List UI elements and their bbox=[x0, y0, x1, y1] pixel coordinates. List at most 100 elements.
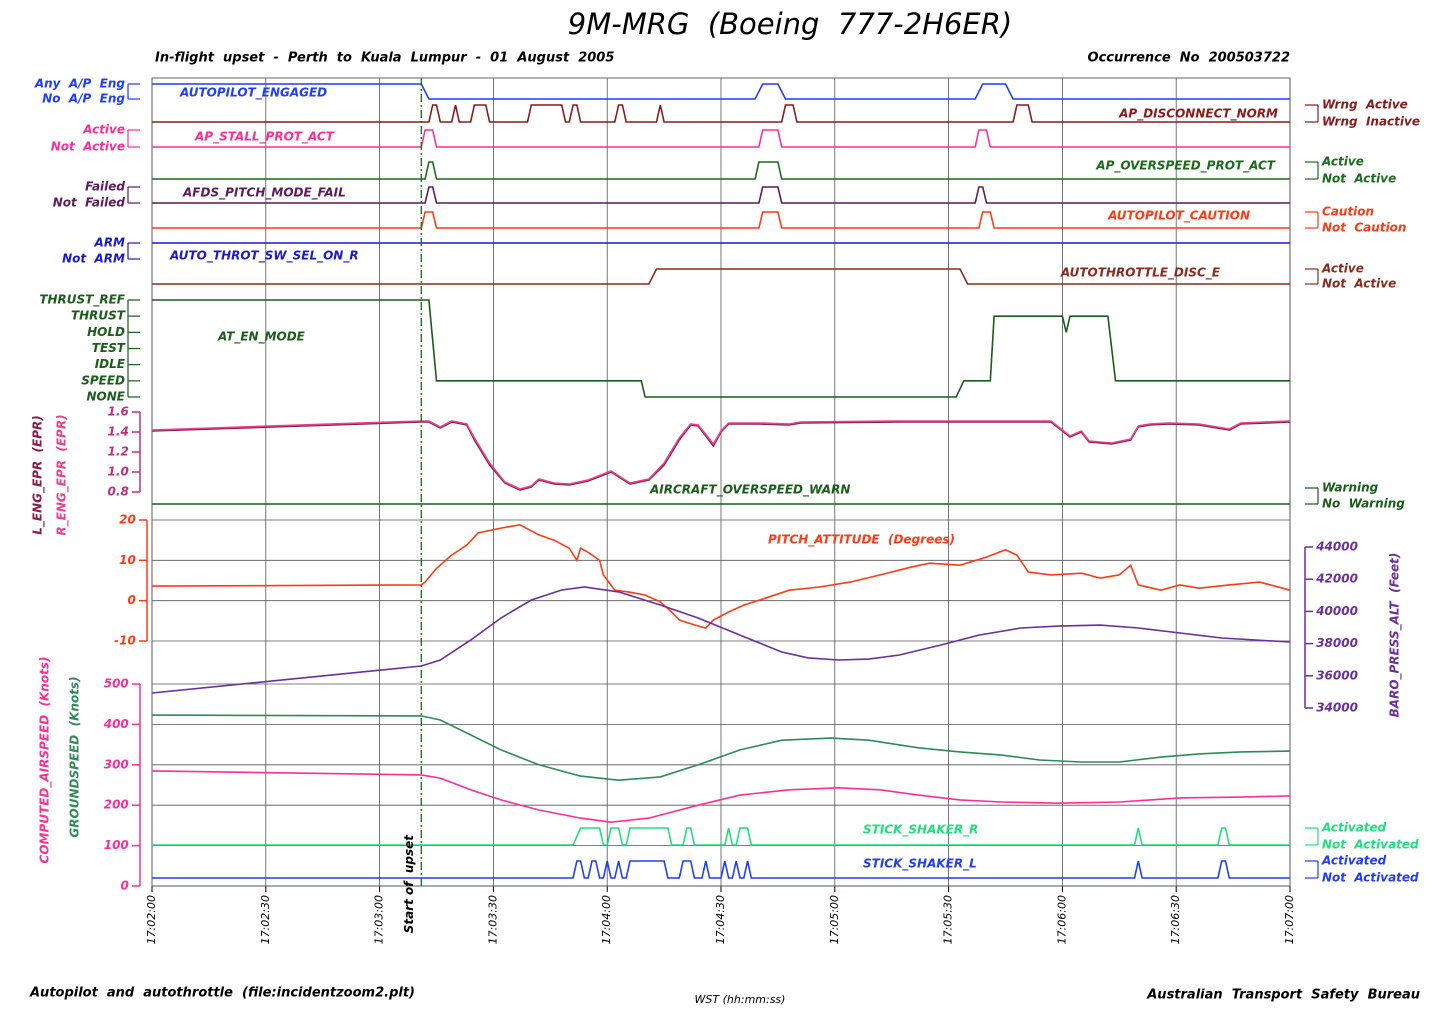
step-line bbox=[152, 161, 1290, 180]
state-label: Active bbox=[1321, 155, 1364, 169]
state-label: Not Failed bbox=[53, 196, 126, 210]
state-label: Not Active bbox=[51, 140, 125, 154]
x-tick-label: 17:07:00 bbox=[1283, 895, 1296, 944]
y-tick-label: 0 bbox=[120, 879, 128, 893]
series-label: GROUNDSPEED (Knots) bbox=[68, 676, 82, 837]
step-line bbox=[152, 129, 1290, 148]
step-line bbox=[152, 83, 1290, 100]
state-label: Activated bbox=[1321, 821, 1387, 835]
series-label: PITCH_ATTITUDE (Degrees) bbox=[768, 533, 955, 548]
series-label: L_ENG_EPR (EPR) bbox=[31, 415, 46, 535]
step-line bbox=[152, 268, 1290, 285]
state-label: SPEED bbox=[81, 373, 125, 387]
chart-title: 9M-MRG (Boeing 777-2H6ER) bbox=[568, 7, 1012, 41]
series-label: COMPUTED_AIRSPEED (Knots) bbox=[38, 657, 53, 864]
state-label: IDLE bbox=[95, 357, 126, 371]
y-tick-label: 1.6 bbox=[108, 405, 129, 419]
state-label: No A/P Eng bbox=[42, 92, 125, 106]
state-label: THRUST_REF bbox=[39, 293, 125, 308]
state-label: Not Activated bbox=[1322, 838, 1419, 852]
annotation-text: Start of upset bbox=[402, 834, 416, 934]
trace-label: STICK_SHAKER_L bbox=[863, 857, 977, 872]
x-tick-label: 17:05:00 bbox=[828, 895, 841, 944]
x-tick-label: 17:05:30 bbox=[942, 895, 955, 944]
state-label: Not Caution bbox=[1322, 221, 1406, 235]
y-tick-label: 300 bbox=[104, 757, 129, 771]
state-label: TEST bbox=[92, 341, 126, 355]
state-label: Wrng Active bbox=[1322, 98, 1408, 112]
trace-label: AUTOPILOT_ENGAGED bbox=[179, 86, 327, 101]
series-line bbox=[151, 523, 1291, 630]
series-label: R_ENG_EPR (EPR) bbox=[55, 414, 70, 535]
state-label: Warning bbox=[1322, 481, 1379, 495]
y-tick-label: 1.2 bbox=[108, 445, 129, 459]
step-line bbox=[152, 299, 1290, 398]
occurrence: Occurrence No 200503722 bbox=[1088, 51, 1290, 66]
step-line bbox=[152, 186, 1290, 204]
state-label: Not Active bbox=[1322, 172, 1396, 186]
x-tick-label: 17:02:30 bbox=[259, 895, 272, 944]
state-label: HOLD bbox=[87, 325, 125, 339]
x-tick-label: 17:04:00 bbox=[600, 895, 613, 944]
x-axis-label: WST (hh:mm:ss) bbox=[695, 993, 786, 1006]
step-line bbox=[152, 860, 1290, 879]
x-tick-label: 17:06:30 bbox=[1169, 895, 1182, 944]
state-label: Not Active bbox=[1322, 277, 1396, 291]
series-line bbox=[151, 714, 1291, 782]
state-label: Any A/P Eng bbox=[34, 77, 126, 91]
state-label: Wrng Inactive bbox=[1322, 115, 1420, 129]
y-tick-label: 0.8 bbox=[108, 485, 129, 499]
trace-label: AUTOTHROTTLE_DISC_E bbox=[1060, 266, 1221, 281]
y-tick-label: 40000 bbox=[1315, 604, 1358, 618]
state-label: NONE bbox=[87, 390, 126, 404]
trace-label: AIRCRAFT_OVERSPEED_WARN bbox=[649, 483, 850, 498]
trace-label: AP_OVERSPEED_PROT_ACT bbox=[1095, 159, 1276, 174]
state-label: ARM bbox=[94, 236, 126, 250]
state-label: THRUST bbox=[71, 309, 126, 323]
y-tick-label: 1.0 bbox=[108, 465, 129, 479]
state-label: Active bbox=[82, 123, 125, 137]
x-tick-label: 17:04:30 bbox=[714, 895, 727, 944]
trace-label: STICK_SHAKER_R bbox=[863, 823, 978, 838]
state-label: No Warning bbox=[1322, 497, 1405, 511]
y-tick-label: 44000 bbox=[1315, 540, 1358, 554]
x-tick-label: 17:03:30 bbox=[486, 895, 499, 944]
state-label: Activated bbox=[1321, 854, 1387, 868]
y-tick-label: 34000 bbox=[1316, 701, 1358, 715]
state-label: Not Activated bbox=[1322, 871, 1419, 885]
step-line bbox=[152, 827, 1290, 846]
y-tick-label: 0 bbox=[127, 593, 135, 607]
y-tick-label: 42000 bbox=[1315, 572, 1358, 586]
y-tick-label: 1.4 bbox=[108, 425, 129, 439]
y-tick-label: 38000 bbox=[1316, 636, 1358, 650]
y-tick-label: 500 bbox=[104, 677, 129, 691]
x-tick-label: 17:02:00 bbox=[145, 895, 158, 944]
state-label: Not ARM bbox=[62, 252, 125, 266]
series-line bbox=[151, 586, 1291, 694]
y-tick-label: 20 bbox=[119, 513, 136, 527]
y-tick-label: 200 bbox=[104, 798, 129, 812]
chart-subtitle: In-flight upset - Perth to Kuala Lumpur … bbox=[155, 51, 614, 66]
trace-label: AT_EN_MODE bbox=[217, 330, 306, 345]
footer-left: Autopilot and autothrottle (file:inciden… bbox=[29, 986, 415, 1001]
x-tick-label: 17:03:00 bbox=[373, 895, 386, 944]
trace-label: AUTO_THROT_SW_SEL_ON_R bbox=[169, 249, 359, 264]
state-label: Failed bbox=[85, 180, 125, 194]
x-tick-label: 17:06:00 bbox=[1055, 895, 1068, 944]
y-tick-label: 100 bbox=[104, 838, 129, 852]
trace-label: AP_STALL_PROT_ACT bbox=[194, 130, 335, 145]
series-line bbox=[151, 770, 1291, 824]
footer-right: Australian Transport Safety Bureau bbox=[1146, 988, 1420, 1003]
trace-label: AP_DISCONNECT_NORM bbox=[1118, 107, 1278, 122]
trace-label: AUTOPILOT_CAUTION bbox=[1107, 209, 1250, 224]
series-line bbox=[151, 420, 1291, 490]
state-label: Active bbox=[1321, 262, 1364, 276]
state-label: Caution bbox=[1322, 205, 1374, 219]
series-label: BARO_PRESS_ALT (Feet) bbox=[1388, 553, 1403, 718]
y-tick-label: 10 bbox=[119, 553, 136, 567]
step-line bbox=[152, 104, 1290, 123]
y-tick-label: 400 bbox=[103, 717, 129, 731]
trace-label: AFDS_PITCH_MODE_FAIL bbox=[182, 186, 346, 201]
